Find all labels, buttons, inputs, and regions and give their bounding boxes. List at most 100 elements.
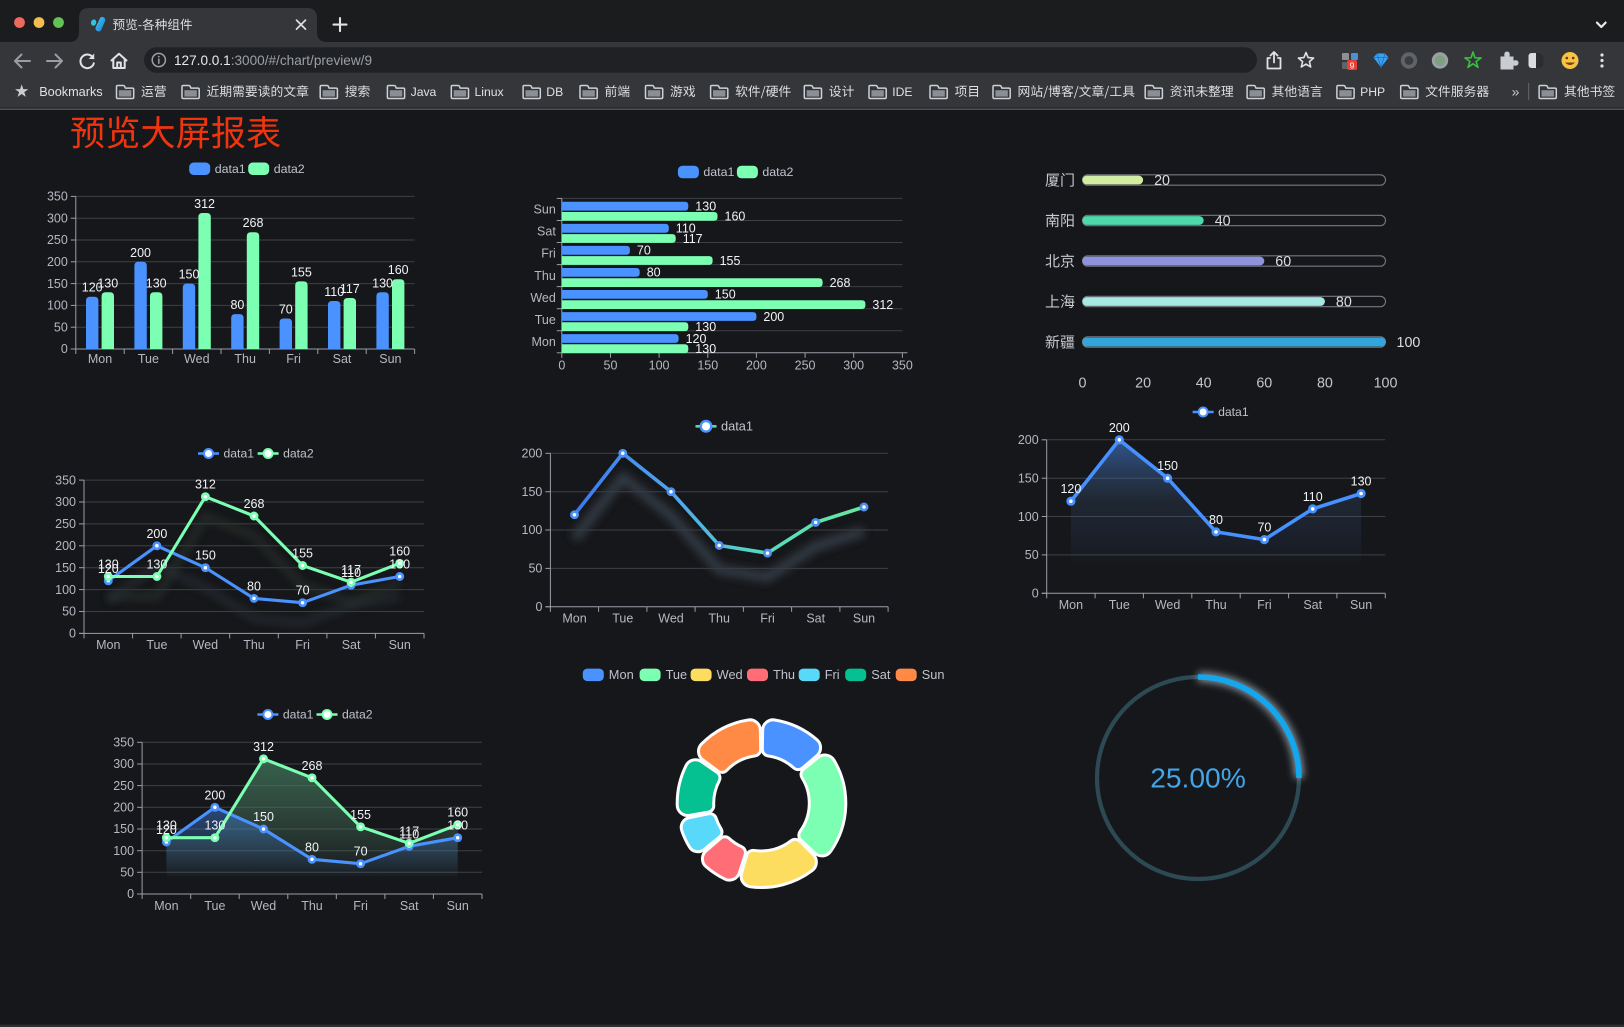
svg-text:Sat: Sat bbox=[333, 352, 352, 366]
svg-text:312: 312 bbox=[253, 740, 274, 754]
svg-text:Wed: Wed bbox=[1155, 598, 1181, 612]
svg-text:Linux: Linux bbox=[475, 85, 504, 99]
svg-text:Sat: Sat bbox=[1303, 598, 1322, 612]
svg-text:Wed: Wed bbox=[717, 667, 743, 682]
svg-text:Mon: Mon bbox=[88, 352, 112, 366]
svg-text:130: 130 bbox=[372, 276, 393, 290]
svg-text:Tue: Tue bbox=[535, 313, 556, 327]
svg-text:200: 200 bbox=[55, 539, 76, 553]
svg-text:Thu: Thu bbox=[773, 667, 795, 682]
svg-text:300: 300 bbox=[47, 211, 68, 225]
svg-text:Sat: Sat bbox=[806, 611, 825, 625]
svg-text:50: 50 bbox=[604, 358, 618, 372]
svg-text:130: 130 bbox=[695, 320, 716, 334]
svg-text:300: 300 bbox=[113, 757, 134, 771]
svg-text:200: 200 bbox=[763, 310, 784, 324]
svg-text:130: 130 bbox=[156, 819, 177, 833]
svg-text:0: 0 bbox=[558, 358, 565, 372]
svg-text:160: 160 bbox=[447, 806, 468, 820]
svg-text:50: 50 bbox=[528, 562, 542, 576]
svg-text:160: 160 bbox=[389, 544, 410, 558]
svg-text:Thu: Thu bbox=[1205, 598, 1227, 612]
svg-text:Fri: Fri bbox=[295, 638, 310, 652]
svg-text:250: 250 bbox=[795, 358, 816, 372]
svg-text:312: 312 bbox=[194, 197, 215, 211]
svg-text:130: 130 bbox=[146, 276, 167, 290]
svg-text:PHP: PHP bbox=[1360, 85, 1385, 99]
svg-text:data1: data1 bbox=[283, 708, 314, 722]
svg-text:80: 80 bbox=[305, 840, 319, 854]
svg-text:100: 100 bbox=[47, 299, 68, 313]
svg-text:250: 250 bbox=[113, 779, 134, 793]
svg-text:70: 70 bbox=[296, 584, 310, 598]
svg-text:20: 20 bbox=[1135, 376, 1151, 392]
svg-text:200: 200 bbox=[1109, 421, 1130, 435]
svg-text:120: 120 bbox=[156, 823, 177, 837]
svg-text:40: 40 bbox=[1215, 214, 1231, 230]
svg-text:110: 110 bbox=[324, 285, 344, 299]
svg-text:data1: data1 bbox=[224, 447, 255, 461]
svg-text:80: 80 bbox=[647, 266, 661, 280]
svg-text:100: 100 bbox=[522, 523, 543, 537]
svg-text:200: 200 bbox=[1018, 433, 1039, 447]
svg-text:Tue: Tue bbox=[146, 638, 167, 652]
svg-text:Thu: Thu bbox=[534, 269, 556, 283]
svg-text:Fri: Fri bbox=[286, 352, 301, 366]
svg-text:Sun: Sun bbox=[447, 899, 469, 913]
svg-text:70: 70 bbox=[1257, 521, 1271, 535]
svg-text:70: 70 bbox=[279, 303, 293, 317]
svg-text:100: 100 bbox=[113, 844, 134, 858]
svg-text:110: 110 bbox=[676, 222, 696, 236]
svg-text:Fri: Fri bbox=[825, 667, 840, 682]
svg-text:Wed: Wed bbox=[658, 611, 684, 625]
svg-text:80: 80 bbox=[1336, 295, 1352, 311]
svg-text:Tue: Tue bbox=[666, 667, 688, 682]
svg-text:data1: data1 bbox=[721, 419, 753, 434]
svg-text:350: 350 bbox=[892, 358, 913, 372]
svg-text:130: 130 bbox=[204, 819, 225, 833]
svg-text:20: 20 bbox=[1154, 173, 1170, 189]
svg-text:117: 117 bbox=[399, 824, 419, 838]
svg-text:IDE: IDE bbox=[892, 85, 912, 99]
svg-text:110: 110 bbox=[341, 566, 361, 580]
svg-text:Mon: Mon bbox=[562, 611, 586, 625]
svg-text:100: 100 bbox=[1397, 335, 1421, 351]
svg-text:120: 120 bbox=[98, 562, 119, 576]
svg-text:70: 70 bbox=[354, 845, 368, 859]
svg-text:0: 0 bbox=[61, 342, 68, 356]
svg-text:127.0.0.1:3000/#/chart/preview: 127.0.0.1:3000/#/chart/preview/9 bbox=[174, 53, 372, 68]
svg-text:Mon: Mon bbox=[531, 335, 555, 349]
svg-text:Mon: Mon bbox=[609, 667, 634, 682]
svg-text:200: 200 bbox=[522, 447, 543, 461]
svg-text:Fri: Fri bbox=[1257, 598, 1272, 612]
svg-text:100: 100 bbox=[1374, 376, 1398, 392]
svg-text:Sun: Sun bbox=[1350, 598, 1372, 612]
svg-text:Sun: Sun bbox=[389, 638, 411, 652]
svg-text:80: 80 bbox=[1209, 513, 1223, 527]
svg-text:80: 80 bbox=[230, 298, 244, 312]
svg-text:150: 150 bbox=[47, 277, 68, 291]
svg-text:0: 0 bbox=[69, 627, 76, 641]
svg-text:data2: data2 bbox=[283, 447, 314, 461]
svg-text:Sat: Sat bbox=[400, 899, 419, 913]
svg-text:9: 9 bbox=[1350, 61, 1355, 71]
svg-text:150: 150 bbox=[522, 485, 543, 499]
svg-text:Mon: Mon bbox=[96, 638, 120, 652]
svg-text:data1: data1 bbox=[703, 165, 734, 179]
svg-text:150: 150 bbox=[113, 822, 134, 836]
svg-text:Wed: Wed bbox=[184, 352, 210, 366]
svg-text:Sun: Sun bbox=[922, 667, 945, 682]
svg-text:250: 250 bbox=[47, 233, 68, 247]
svg-text:data2: data2 bbox=[762, 165, 793, 179]
svg-text:155: 155 bbox=[350, 808, 371, 822]
svg-text:150: 150 bbox=[715, 288, 736, 302]
svg-text:50: 50 bbox=[54, 320, 68, 334]
svg-text:100: 100 bbox=[55, 583, 76, 597]
svg-text:100: 100 bbox=[649, 358, 670, 372]
svg-text:data2: data2 bbox=[274, 162, 305, 176]
svg-text:Thu: Thu bbox=[234, 352, 256, 366]
svg-text:150: 150 bbox=[179, 268, 200, 282]
svg-text:200: 200 bbox=[204, 788, 225, 802]
svg-text:268: 268 bbox=[830, 276, 851, 290]
svg-text:0: 0 bbox=[535, 600, 542, 614]
